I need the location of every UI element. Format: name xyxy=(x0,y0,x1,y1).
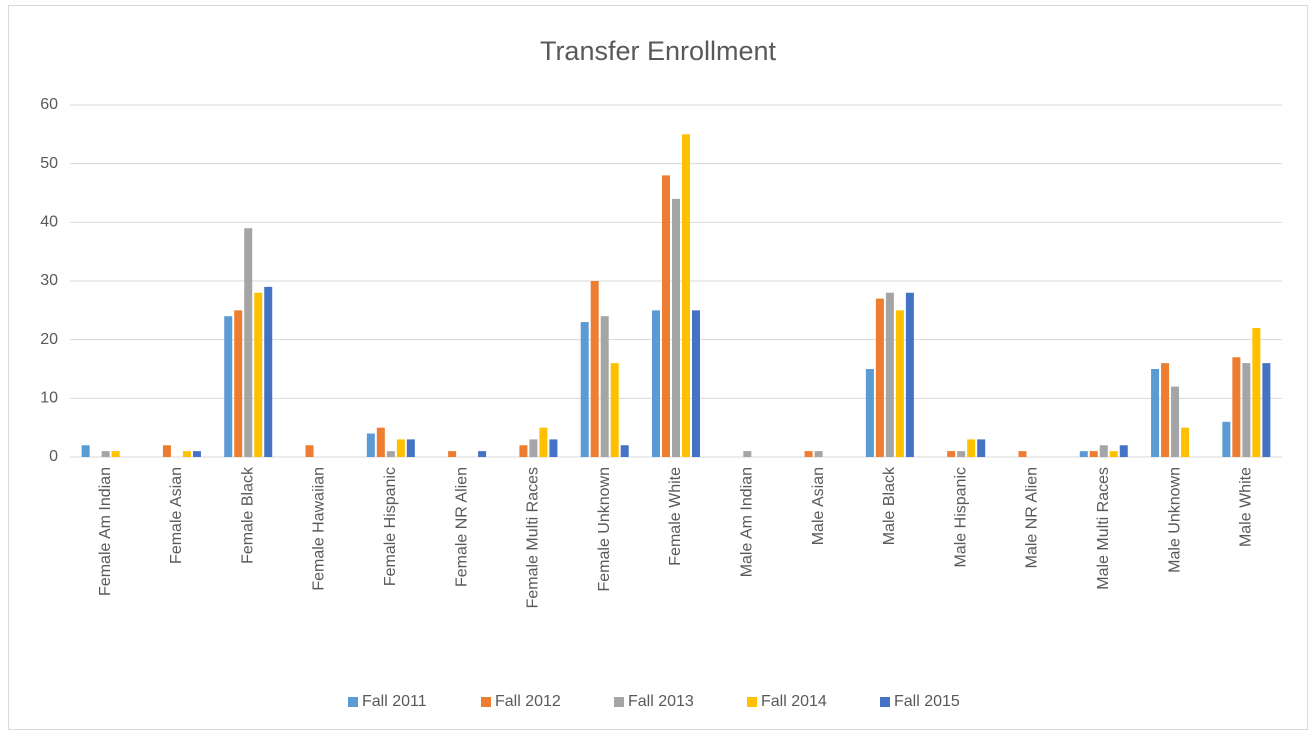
bar xyxy=(529,439,538,457)
bar xyxy=(478,451,487,457)
bar xyxy=(947,451,956,457)
x-tick-label: Male NR Alien xyxy=(1024,467,1041,568)
bar xyxy=(1171,386,1180,457)
x-tick-label: Female Hawaiian xyxy=(311,467,328,591)
bar xyxy=(376,427,385,457)
bar xyxy=(1161,363,1170,457)
y-tick-label: 50 xyxy=(40,155,58,172)
bar xyxy=(1262,363,1271,457)
bar xyxy=(620,445,629,457)
bar xyxy=(549,439,558,457)
x-tick-label: Female Am Indian xyxy=(97,467,114,596)
bar xyxy=(101,451,110,457)
bar xyxy=(182,451,191,457)
bar xyxy=(1222,421,1231,457)
legend-swatch xyxy=(747,697,757,707)
legend-swatch xyxy=(348,697,358,707)
legend-label: Fall 2011 xyxy=(362,693,427,710)
bar xyxy=(957,451,966,457)
bar xyxy=(600,316,609,457)
x-tick-label: Female Hispanic xyxy=(382,467,399,586)
bar xyxy=(254,292,263,457)
bar xyxy=(804,451,813,457)
y-tick-label: 30 xyxy=(40,272,58,289)
bar xyxy=(1079,451,1088,457)
x-tick-label: Female NR Alien xyxy=(453,467,470,587)
legend-swatch xyxy=(880,697,890,707)
x-tick-label: Male Black xyxy=(881,466,898,545)
y-tick-label: 0 xyxy=(49,448,58,465)
bar xyxy=(111,451,120,457)
x-tick-label: Male Hispanic xyxy=(952,467,969,567)
bar xyxy=(590,281,599,457)
bar xyxy=(192,451,201,457)
bar xyxy=(1252,327,1261,457)
x-tick-label: Female White xyxy=(667,467,684,566)
bar xyxy=(386,451,395,457)
bar xyxy=(814,451,823,457)
bar xyxy=(519,445,528,457)
bar xyxy=(396,439,405,457)
y-tick-label: 60 xyxy=(40,96,58,113)
bar xyxy=(448,451,457,457)
bar xyxy=(1232,357,1241,457)
bar xyxy=(875,298,884,457)
bar xyxy=(885,292,894,457)
bar xyxy=(1018,451,1027,457)
bar xyxy=(1109,451,1118,457)
bar xyxy=(662,175,670,457)
bar xyxy=(162,445,171,457)
bar xyxy=(1242,363,1251,457)
x-tick-label: Male Multi Races xyxy=(1095,467,1112,590)
bar xyxy=(1099,445,1108,457)
bar xyxy=(224,316,233,457)
legend-label: Fall 2014 xyxy=(761,693,827,710)
x-tick-label: Male White xyxy=(1238,467,1255,547)
bar xyxy=(1119,445,1128,457)
bar xyxy=(743,451,752,457)
bar xyxy=(406,439,415,457)
bar xyxy=(682,134,690,458)
bar xyxy=(580,322,589,457)
bar xyxy=(905,292,914,457)
bar xyxy=(264,286,273,457)
bar xyxy=(967,439,976,457)
bar xyxy=(1181,427,1190,457)
bar xyxy=(610,363,619,457)
y-tick-label: 40 xyxy=(40,214,58,231)
legend-label: Fall 2012 xyxy=(495,693,561,710)
bar xyxy=(692,310,700,457)
bar xyxy=(1151,369,1160,457)
chart-title: Transfer Enrollment xyxy=(540,36,777,66)
bar xyxy=(81,445,90,457)
x-tick-label: Female Asian xyxy=(168,467,185,564)
x-tick-label: Female Black xyxy=(239,466,256,564)
y-tick-label: 20 xyxy=(40,331,58,348)
bar xyxy=(895,310,904,457)
bar xyxy=(672,198,680,457)
bar xyxy=(539,427,548,457)
bar xyxy=(865,369,874,457)
bar xyxy=(1089,451,1098,457)
bar xyxy=(244,228,253,457)
x-tick-label: Female Unknown xyxy=(596,467,613,592)
x-tick-label: Male Asian xyxy=(810,467,827,545)
legend-swatch xyxy=(614,697,624,707)
bar xyxy=(652,310,660,457)
bar xyxy=(305,445,314,457)
legend-label: Fall 2013 xyxy=(628,693,694,710)
legend-swatch xyxy=(481,697,491,707)
bar xyxy=(234,310,243,457)
bar xyxy=(366,433,375,457)
bar xyxy=(977,439,986,457)
x-tick-label: Male Am Indian xyxy=(739,467,756,577)
y-tick-label: 10 xyxy=(40,390,58,407)
x-tick-label: Male Unknown xyxy=(1166,467,1183,573)
legend-label: Fall 2015 xyxy=(894,693,960,710)
x-tick-label: Female Multi Races xyxy=(525,467,542,608)
